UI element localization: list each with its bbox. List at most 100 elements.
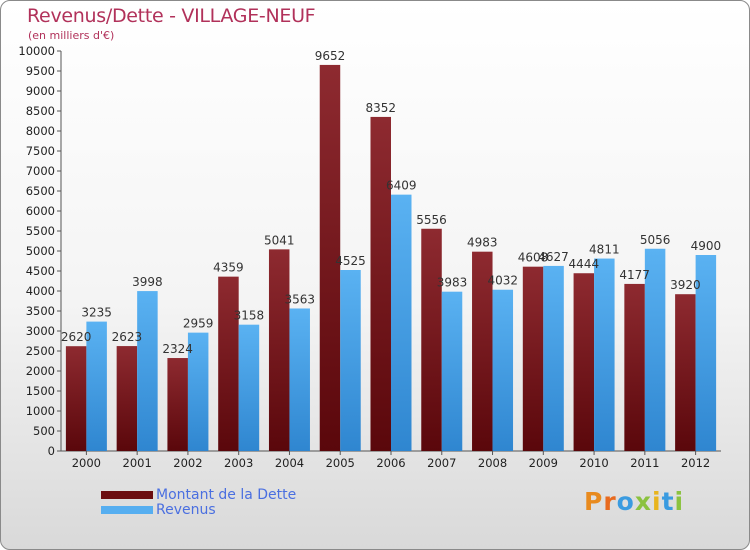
data-label-revenue: 6409 (386, 179, 417, 193)
bar-revenue (86, 321, 107, 451)
x-tick-label: 2004 (275, 456, 304, 470)
brand-logo: Proxiti (584, 487, 684, 516)
y-tick-label: 1500 (26, 384, 55, 398)
bar-debt (319, 64, 341, 452)
y-tick-label: 1000 (26, 404, 55, 418)
data-label-debt: 2324 (162, 342, 193, 356)
y-tick-label: 8000 (26, 124, 55, 138)
data-label-revenue: 5056 (640, 233, 671, 247)
data-label-revenue: 4032 (488, 274, 519, 288)
bar-revenue (340, 270, 361, 451)
data-label-debt: 8352 (365, 101, 396, 115)
x-tick-label: 2005 (326, 456, 355, 470)
y-tick-label: 4000 (26, 284, 55, 298)
bar-revenue (289, 308, 310, 451)
bar-revenue (238, 324, 260, 451)
data-label-revenue: 4627 (538, 250, 569, 264)
legend-swatch-debt (101, 490, 153, 499)
legend-item-debt: Montant de la Dette (101, 486, 297, 503)
bar-revenue (644, 248, 666, 451)
data-label-debt: 4177 (619, 268, 650, 282)
x-tick-label: 2012 (681, 456, 710, 470)
bar-debt (167, 358, 188, 451)
y-tick-label: 6500 (26, 184, 55, 198)
brand-letter: o (616, 487, 635, 516)
brand-letter: t (661, 487, 675, 516)
bar-revenue (695, 255, 717, 451)
data-label-debt: 2623 (112, 330, 143, 344)
bar-debt (624, 283, 645, 451)
y-tick-label: 9000 (26, 84, 55, 98)
legend-item-revenue: Revenus (101, 501, 296, 518)
brand-letter: i (652, 487, 662, 516)
y-tick-label: 5000 (26, 244, 55, 258)
y-tick-label: 8500 (26, 104, 55, 118)
bar-debt (218, 276, 239, 451)
chart-subtitle: (en milliers d'€) (28, 29, 115, 42)
data-label-debt: 4444 (569, 257, 600, 271)
x-tick-label: 2008 (478, 456, 507, 470)
bar-debt (421, 228, 442, 451)
bar-debt (522, 266, 544, 451)
data-label-revenue: 3158 (234, 309, 265, 323)
data-label-debt: 5041 (264, 233, 295, 247)
bar-revenue (492, 289, 514, 451)
y-tick-label: 7000 (26, 164, 55, 178)
data-label-debt: 5556 (416, 213, 447, 227)
data-label-debt: 4983 (467, 236, 498, 250)
data-label-debt: 2620 (61, 330, 92, 344)
x-tick-label: 2006 (376, 456, 405, 470)
legend-label-debt: Montant de la Dette (156, 486, 297, 503)
bar-revenue (594, 258, 615, 451)
data-label-revenue: 3235 (81, 306, 112, 320)
bar-revenue (187, 332, 209, 451)
bar-debt (65, 346, 87, 451)
y-tick-label: 4500 (26, 264, 55, 278)
legend-swatch-revenue (101, 505, 153, 514)
brand-letter: r (603, 487, 617, 516)
data-label-revenue: 2959 (183, 317, 214, 331)
x-tick-label: 2002 (173, 456, 202, 470)
data-label-debt: 9652 (315, 49, 346, 63)
bar-revenue (391, 194, 412, 451)
bars (65, 64, 717, 452)
y-tick-label: 5500 (26, 224, 55, 238)
y-tick-label: 2000 (26, 364, 55, 378)
bar-debt (268, 249, 290, 451)
bar-debt (370, 116, 391, 452)
brand-letter: i (674, 487, 685, 516)
y-tick-label: 0 (48, 444, 55, 458)
bar-debt (472, 251, 493, 451)
brand-letter: x (634, 487, 652, 516)
y-tick-label: 3000 (26, 324, 55, 338)
x-tick-label: 2000 (72, 456, 101, 470)
data-label-revenue: 3998 (132, 275, 163, 289)
data-label-revenue: 4525 (335, 254, 366, 268)
data-label-revenue: 3563 (284, 292, 315, 306)
y-tick-label: 7500 (26, 144, 55, 158)
bar-debt (675, 294, 696, 451)
bar-revenue (441, 291, 463, 451)
data-label-debt: 4608 (518, 251, 549, 265)
y-tick-label: 3500 (26, 304, 55, 318)
y-tick-label: 500 (33, 424, 55, 438)
x-tick-label: 2010 (579, 456, 608, 470)
x-tick-label: 2007 (427, 456, 456, 470)
brand-letter: P (584, 487, 604, 516)
legend: Montant de la Dette Revenus (101, 486, 297, 518)
bar-revenue (137, 291, 158, 451)
legend-label-revenue: Revenus (156, 501, 216, 518)
data-label-revenue: 4900 (691, 239, 722, 253)
data-label-debt: 3920 (670, 278, 701, 292)
x-tick-label: 2011 (630, 456, 659, 470)
y-tick-label: 9500 (26, 64, 55, 78)
y-tick-label: 6000 (26, 204, 55, 218)
bar-debt (573, 273, 595, 451)
data-label-debt: 4359 (213, 261, 244, 275)
y-tick-label: 10000 (18, 44, 55, 58)
data-label-revenue: 3983 (437, 276, 468, 290)
bar-debt (116, 346, 138, 451)
